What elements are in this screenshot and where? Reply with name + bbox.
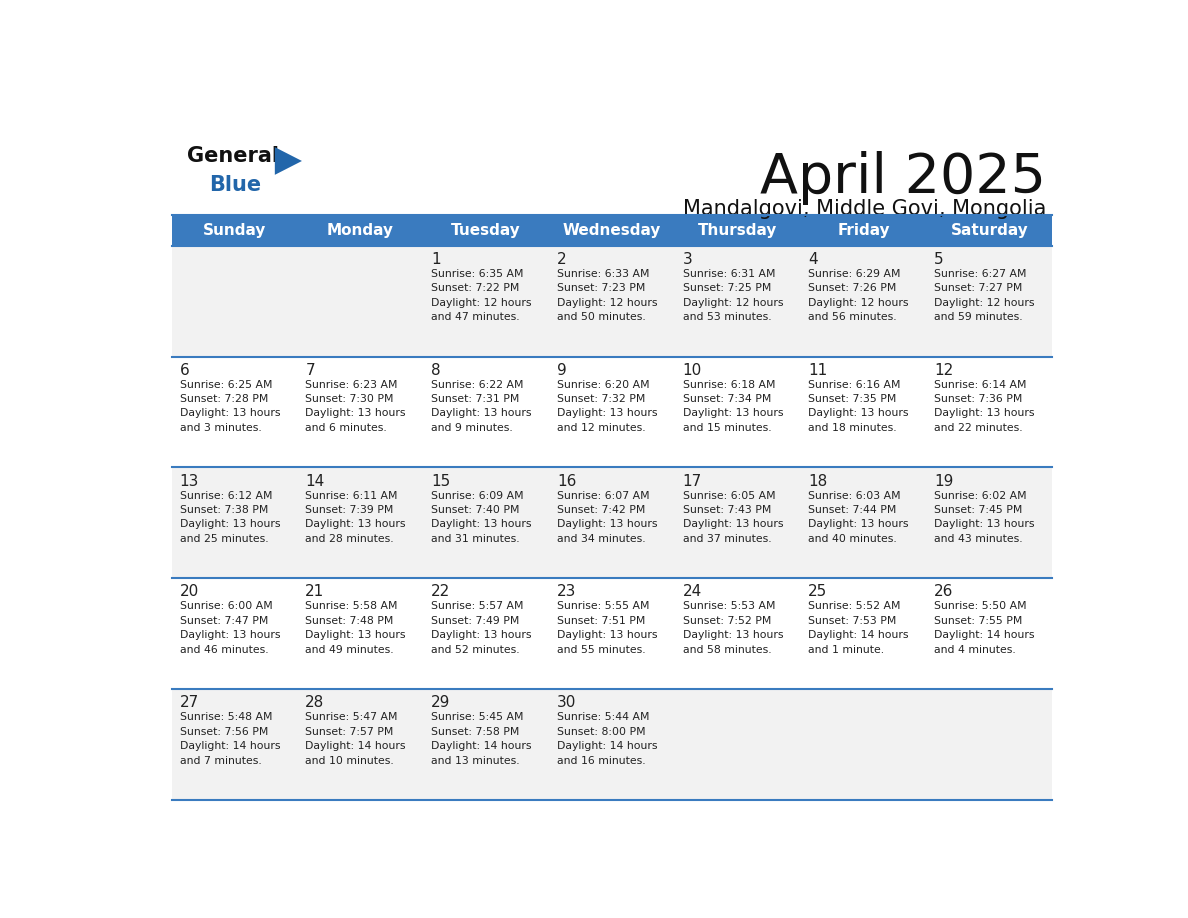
Text: 20: 20 [179, 585, 198, 599]
Bar [172, 689, 1053, 800]
Text: 24: 24 [683, 585, 702, 599]
Text: Sunrise: 6:02 AM
Sunset: 7:45 PM
Daylight: 13 hours
and 43 minutes.: Sunrise: 6:02 AM Sunset: 7:45 PM Dayligh… [934, 490, 1035, 543]
Text: General: General [188, 146, 279, 165]
Text: Sunrise: 6:35 AM
Sunset: 7:22 PM
Daylight: 12 hours
and 47 minutes.: Sunrise: 6:35 AM Sunset: 7:22 PM Dayligh… [431, 269, 531, 322]
Text: 23: 23 [557, 585, 576, 599]
Bar [172, 215, 297, 246]
Bar [549, 215, 675, 246]
Text: 15: 15 [431, 474, 450, 488]
Text: Sunrise: 6:00 AM
Sunset: 7:47 PM
Daylight: 13 hours
and 46 minutes.: Sunrise: 6:00 AM Sunset: 7:47 PM Dayligh… [179, 601, 280, 655]
Text: 4: 4 [808, 252, 819, 267]
Bar [172, 467, 1053, 578]
Text: Sunrise: 6:22 AM
Sunset: 7:31 PM
Daylight: 13 hours
and 9 minutes.: Sunrise: 6:22 AM Sunset: 7:31 PM Dayligh… [431, 380, 531, 433]
Text: Sunrise: 5:52 AM
Sunset: 7:53 PM
Daylight: 14 hours
and 1 minute.: Sunrise: 5:52 AM Sunset: 7:53 PM Dayligh… [808, 601, 909, 655]
Text: Sunrise: 6:33 AM
Sunset: 7:23 PM
Daylight: 12 hours
and 50 minutes.: Sunrise: 6:33 AM Sunset: 7:23 PM Dayligh… [557, 269, 657, 322]
Text: 26: 26 [934, 585, 954, 599]
Text: Sunrise: 6:29 AM
Sunset: 7:26 PM
Daylight: 12 hours
and 56 minutes.: Sunrise: 6:29 AM Sunset: 7:26 PM Dayligh… [808, 269, 909, 322]
Text: 16: 16 [557, 474, 576, 488]
Text: 2: 2 [557, 252, 567, 267]
Text: Tuesday: Tuesday [451, 223, 522, 238]
Bar [172, 246, 1053, 356]
Text: 12: 12 [934, 363, 954, 377]
Text: Sunrise: 6:18 AM
Sunset: 7:34 PM
Daylight: 13 hours
and 15 minutes.: Sunrise: 6:18 AM Sunset: 7:34 PM Dayligh… [683, 380, 783, 433]
Text: Sunrise: 6:31 AM
Sunset: 7:25 PM
Daylight: 12 hours
and 53 minutes.: Sunrise: 6:31 AM Sunset: 7:25 PM Dayligh… [683, 269, 783, 322]
Text: Sunrise: 6:11 AM
Sunset: 7:39 PM
Daylight: 13 hours
and 28 minutes.: Sunrise: 6:11 AM Sunset: 7:39 PM Dayligh… [305, 490, 406, 543]
Bar [675, 215, 801, 246]
Text: Sunrise: 6:27 AM
Sunset: 7:27 PM
Daylight: 12 hours
and 59 minutes.: Sunrise: 6:27 AM Sunset: 7:27 PM Dayligh… [934, 269, 1035, 322]
Text: 5: 5 [934, 252, 943, 267]
Bar [172, 356, 1053, 467]
Text: 21: 21 [305, 585, 324, 599]
Text: Sunrise: 6:12 AM
Sunset: 7:38 PM
Daylight: 13 hours
and 25 minutes.: Sunrise: 6:12 AM Sunset: 7:38 PM Dayligh… [179, 490, 280, 543]
Text: 28: 28 [305, 695, 324, 711]
Bar [423, 215, 549, 246]
Text: 9: 9 [557, 363, 567, 377]
Text: Sunrise: 5:55 AM
Sunset: 7:51 PM
Daylight: 13 hours
and 55 minutes.: Sunrise: 5:55 AM Sunset: 7:51 PM Dayligh… [557, 601, 657, 655]
Text: 6: 6 [179, 363, 189, 377]
Text: Sunrise: 5:48 AM
Sunset: 7:56 PM
Daylight: 14 hours
and 7 minutes.: Sunrise: 5:48 AM Sunset: 7:56 PM Dayligh… [179, 712, 280, 766]
Text: Sunrise: 5:44 AM
Sunset: 8:00 PM
Daylight: 14 hours
and 16 minutes.: Sunrise: 5:44 AM Sunset: 8:00 PM Dayligh… [557, 712, 657, 766]
Text: Thursday: Thursday [699, 223, 777, 238]
Text: Monday: Monday [327, 223, 394, 238]
Text: Sunrise: 5:58 AM
Sunset: 7:48 PM
Daylight: 13 hours
and 49 minutes.: Sunrise: 5:58 AM Sunset: 7:48 PM Dayligh… [305, 601, 406, 655]
Text: 8: 8 [431, 363, 441, 377]
Text: Sunrise: 5:57 AM
Sunset: 7:49 PM
Daylight: 13 hours
and 52 minutes.: Sunrise: 5:57 AM Sunset: 7:49 PM Dayligh… [431, 601, 531, 655]
Text: 11: 11 [808, 363, 828, 377]
Text: 18: 18 [808, 474, 828, 488]
Text: 27: 27 [179, 695, 198, 711]
Text: 10: 10 [683, 363, 702, 377]
Polygon shape [274, 147, 302, 174]
Text: 19: 19 [934, 474, 954, 488]
Text: Sunrise: 5:53 AM
Sunset: 7:52 PM
Daylight: 13 hours
and 58 minutes.: Sunrise: 5:53 AM Sunset: 7:52 PM Dayligh… [683, 601, 783, 655]
Text: Sunrise: 6:25 AM
Sunset: 7:28 PM
Daylight: 13 hours
and 3 minutes.: Sunrise: 6:25 AM Sunset: 7:28 PM Dayligh… [179, 380, 280, 433]
Text: 29: 29 [431, 695, 450, 711]
Text: Sunrise: 6:23 AM
Sunset: 7:30 PM
Daylight: 13 hours
and 6 minutes.: Sunrise: 6:23 AM Sunset: 7:30 PM Dayligh… [305, 380, 406, 433]
Text: 7: 7 [305, 363, 315, 377]
Text: Sunrise: 6:16 AM
Sunset: 7:35 PM
Daylight: 13 hours
and 18 minutes.: Sunrise: 6:16 AM Sunset: 7:35 PM Dayligh… [808, 380, 909, 433]
Text: Sunrise: 6:09 AM
Sunset: 7:40 PM
Daylight: 13 hours
and 31 minutes.: Sunrise: 6:09 AM Sunset: 7:40 PM Dayligh… [431, 490, 531, 543]
Text: Wednesday: Wednesday [563, 223, 662, 238]
Text: Sunrise: 6:20 AM
Sunset: 7:32 PM
Daylight: 13 hours
and 12 minutes.: Sunrise: 6:20 AM Sunset: 7:32 PM Dayligh… [557, 380, 657, 433]
Text: Blue: Blue [209, 174, 261, 195]
Text: 13: 13 [179, 474, 198, 488]
Text: Mandalgovi, Middle Govi, Mongolia: Mandalgovi, Middle Govi, Mongolia [683, 198, 1045, 218]
Text: Sunrise: 6:05 AM
Sunset: 7:43 PM
Daylight: 13 hours
and 37 minutes.: Sunrise: 6:05 AM Sunset: 7:43 PM Dayligh… [683, 490, 783, 543]
Text: 30: 30 [557, 695, 576, 711]
Text: Saturday: Saturday [950, 223, 1028, 238]
Text: 25: 25 [808, 585, 828, 599]
Bar [297, 215, 423, 246]
Text: Sunrise: 6:07 AM
Sunset: 7:42 PM
Daylight: 13 hours
and 34 minutes.: Sunrise: 6:07 AM Sunset: 7:42 PM Dayligh… [557, 490, 657, 543]
Text: Sunrise: 5:45 AM
Sunset: 7:58 PM
Daylight: 14 hours
and 13 minutes.: Sunrise: 5:45 AM Sunset: 7:58 PM Dayligh… [431, 712, 531, 766]
Bar [801, 215, 927, 246]
Text: Friday: Friday [838, 223, 890, 238]
Text: 3: 3 [683, 252, 693, 267]
Text: Sunrise: 6:03 AM
Sunset: 7:44 PM
Daylight: 13 hours
and 40 minutes.: Sunrise: 6:03 AM Sunset: 7:44 PM Dayligh… [808, 490, 909, 543]
Text: Sunday: Sunday [203, 223, 266, 238]
Text: 22: 22 [431, 585, 450, 599]
Text: 14: 14 [305, 474, 324, 488]
Text: Sunrise: 6:14 AM
Sunset: 7:36 PM
Daylight: 13 hours
and 22 minutes.: Sunrise: 6:14 AM Sunset: 7:36 PM Dayligh… [934, 380, 1035, 433]
Bar [172, 578, 1053, 689]
Text: Sunrise: 5:50 AM
Sunset: 7:55 PM
Daylight: 14 hours
and 4 minutes.: Sunrise: 5:50 AM Sunset: 7:55 PM Dayligh… [934, 601, 1035, 655]
Bar [927, 215, 1053, 246]
Text: 1: 1 [431, 252, 441, 267]
Text: Sunrise: 5:47 AM
Sunset: 7:57 PM
Daylight: 14 hours
and 10 minutes.: Sunrise: 5:47 AM Sunset: 7:57 PM Dayligh… [305, 712, 406, 766]
Text: April 2025: April 2025 [760, 151, 1045, 205]
Text: 17: 17 [683, 474, 702, 488]
